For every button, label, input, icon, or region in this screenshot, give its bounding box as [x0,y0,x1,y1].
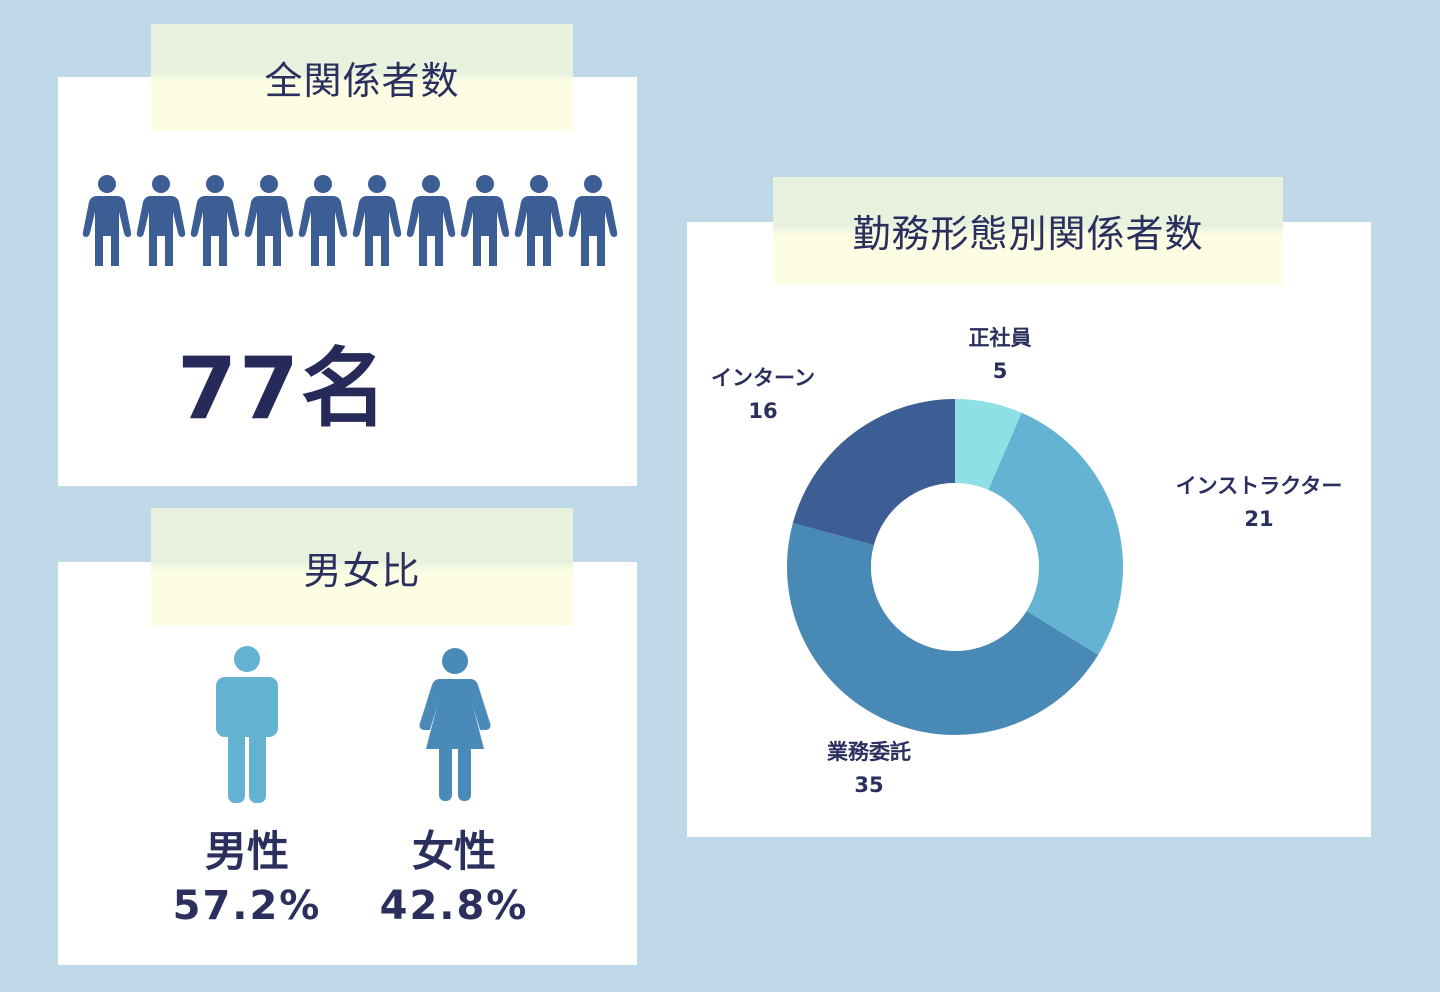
person-icon [298,175,348,266]
male-icon-body [216,677,278,737]
total-card [58,77,637,486]
female-icon [419,648,491,801]
person-icon [568,175,618,266]
gender-title: 男女比 [303,548,421,593]
slice-label-gyomu-itaku: 業務委託 35 [759,736,979,802]
person-icon [406,175,456,266]
donut-slice [955,399,1022,490]
slice-value-text: 5 [992,359,1008,383]
female-icon-leg-right [458,745,471,801]
male-icon [216,646,278,803]
gender-card [58,562,637,965]
donut-chart [787,399,1123,735]
male-percent: 57.2% [172,883,322,929]
slice-label-text: インストラクター [1175,474,1343,498]
total-count: 77名 [177,339,389,439]
slice-value-text: 35 [854,773,884,797]
gender-title-tag: 男女比 [151,508,573,626]
male-icon-leg-left [228,715,245,803]
donut-slice [988,412,1123,655]
person-icon [190,175,240,266]
female-icon-torso [419,679,491,730]
people-icon-row [80,174,620,270]
person-icon [352,175,402,266]
person-icon [136,175,186,266]
slice-label-text: 業務委託 [827,740,911,764]
female-icon-skirt [426,687,484,749]
slice-label-text: インターン [711,366,815,390]
slice-label-instructor: インストラクター 21 [1149,470,1369,536]
female-icon-leg-left [439,745,452,801]
employment-title-tag: 勤務形態別関係者数 [773,177,1283,284]
slice-label-intern: インターン 16 [653,362,873,428]
female-label: 女性 [411,827,496,876]
male-icon-head [234,646,260,672]
female-percent: 42.8% [379,883,529,929]
person-icon [82,175,132,266]
slice-label-seishain: 正社員 5 [890,322,1110,388]
chart-title: 勤務形態別関係者数 [852,212,1204,256]
slice-label-text: 正社員 [968,326,1032,350]
total-title-tag: 全関係者数 [151,24,573,131]
slice-value-text: 16 [748,399,778,423]
people-icons [82,175,618,266]
female-icon-head [442,648,468,674]
donut-slice [787,522,1099,735]
slice-value-text: 21 [1244,507,1274,531]
donut-hole [871,483,1039,651]
person-icon [460,175,510,266]
male-label: 男性 [204,827,289,876]
person-icon [514,175,564,266]
total-title: 全関係者数 [264,59,460,103]
donut-slice [792,399,955,545]
male-icon-leg-right [249,715,266,803]
person-icon [244,175,294,266]
